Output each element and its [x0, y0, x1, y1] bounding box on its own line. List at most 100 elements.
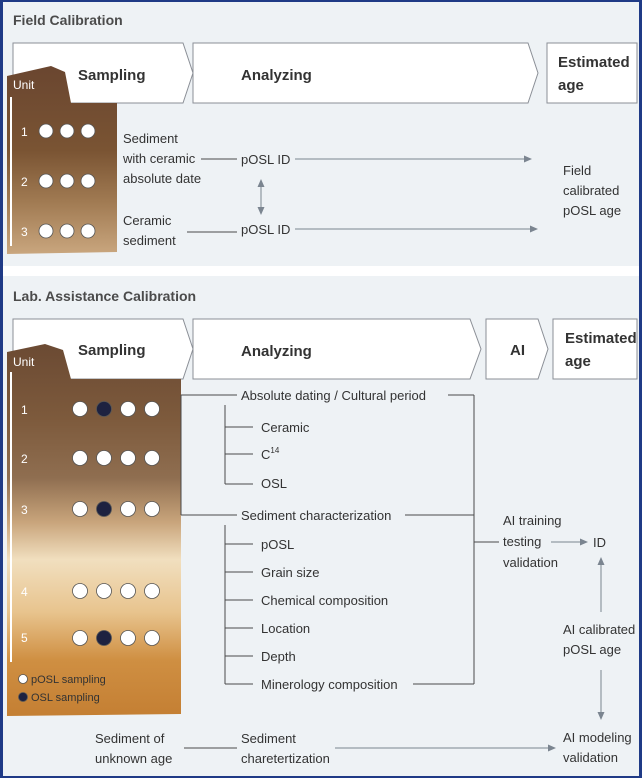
field-soil-column: [7, 66, 117, 254]
field-posl-id-1: pOSL ID: [241, 152, 290, 167]
sediment-item-depth: Depth: [261, 649, 296, 664]
field-sample1-line1: Sediment: [123, 131, 178, 146]
ai-calibrated-line1: AI calibrated: [563, 622, 635, 637]
posl-dot: [59, 123, 75, 139]
lab-soil-column: [7, 344, 181, 716]
diagram-canvas: Field Calibration Sampling Analyzing Est…: [7, 12, 638, 766]
posl-dot: [96, 583, 112, 599]
posl-dot: [144, 583, 160, 599]
analysis-tree: [180, 394, 499, 685]
posl-dot: [96, 450, 112, 466]
field-unit-3: 3: [21, 225, 28, 239]
ai-calibrated-line2: pOSL age: [563, 642, 621, 657]
sediment-item-posl: pOSL: [261, 537, 294, 552]
field-sample1-line2: with ceramic: [122, 151, 196, 166]
field-sample2-line1: Ceramic: [123, 213, 172, 228]
field-title: Field Calibration: [13, 12, 123, 28]
legend-osl-label: OSL sampling: [31, 692, 100, 704]
field-estimated-line2: age: [558, 77, 584, 94]
posl-dot: [72, 450, 88, 466]
posl-dot: [120, 450, 136, 466]
field-result-line1: Field: [563, 163, 591, 178]
legend-posl-label: pOSL sampling: [31, 674, 106, 686]
field-unit-1: 1: [21, 125, 28, 139]
lab-unit-1: 1: [21, 403, 28, 417]
sediment-charet-line1: Sediment: [241, 731, 296, 746]
ai-training-line3: validation: [503, 555, 558, 570]
sediment-item-minerology: Minerology composition: [261, 677, 398, 692]
field-sampling-label: Sampling: [78, 67, 146, 84]
ai-training-line2: testing: [503, 534, 541, 549]
posl-dot: [144, 450, 160, 466]
ai-modeling-line2: validation: [563, 750, 618, 765]
c14-sup: 14: [270, 446, 279, 455]
posl-dot: [80, 223, 96, 239]
field-estimated-line1: Estimated: [558, 54, 630, 71]
absolute-dating-header: Absolute dating / Cultural period: [241, 388, 426, 403]
sediment-charet-line2: charetertization: [241, 751, 330, 766]
posl-dot: [59, 223, 75, 239]
lab-unit-2: 2: [21, 452, 28, 466]
posl-dot: [38, 173, 54, 189]
absolute-item-c14: C14: [261, 446, 280, 462]
lab-estimated-line1: Estimated: [565, 330, 637, 347]
field-unit-2: 2: [21, 175, 28, 189]
sediment-char-header: Sediment characterization: [241, 508, 391, 523]
lab-legend: pOSL sampling OSL sampling: [18, 674, 106, 704]
lab-unit-label: Unit: [13, 355, 35, 369]
field-sample2-line2: sediment: [123, 233, 176, 248]
posl-dot: [72, 583, 88, 599]
osl-dot: [96, 401, 112, 417]
absolute-item-osl: OSL: [261, 476, 287, 491]
sediment-item-location: Location: [261, 621, 310, 636]
posl-dot: [144, 501, 160, 517]
legend-osl-dot: [18, 692, 28, 702]
absolute-item-ceramic: Ceramic: [261, 420, 310, 435]
posl-dot: [120, 630, 136, 646]
posl-dot: [80, 173, 96, 189]
posl-dot: [72, 401, 88, 417]
lab-title: Lab. Assistance Calibration: [13, 288, 196, 304]
posl-dot: [72, 630, 88, 646]
posl-dot: [72, 501, 88, 517]
osl-dot: [96, 501, 112, 517]
field-analyzing-chevron: [192, 42, 539, 104]
field-sample1-line3: absolute date: [123, 171, 201, 186]
osl-dot: [96, 630, 112, 646]
ai-training-line1: AI training: [503, 513, 562, 528]
ai-modeling-line1: AI modeling: [563, 730, 632, 745]
posl-dot: [120, 401, 136, 417]
unknown-sediment-line2: unknown age: [95, 751, 172, 766]
field-analyzing-label: Analyzing: [241, 67, 312, 84]
lab-unit-4: 4: [21, 585, 28, 599]
lab-sample-dots: [72, 401, 160, 646]
posl-dot: [144, 401, 160, 417]
field-unit-label: Unit: [13, 78, 35, 92]
field-result-line2: calibrated: [563, 183, 619, 198]
field-posl-id-2: pOSL ID: [241, 222, 290, 237]
lab-analyzing-chevron: [192, 318, 482, 380]
lab-unit-5: 5: [21, 631, 28, 645]
posl-dot: [120, 501, 136, 517]
lab-ai-label: AI: [510, 342, 525, 359]
field-result-line3: pOSL age: [563, 203, 621, 218]
posl-dot: [59, 173, 75, 189]
lab-estimated-line2: age: [565, 353, 591, 370]
posl-dot: [38, 123, 54, 139]
id-label: ID: [593, 535, 606, 550]
field-sample-dots: [38, 123, 96, 239]
unknown-sediment-line1: Sediment of: [95, 731, 165, 746]
posl-dot: [144, 630, 160, 646]
field-estimated-box: [546, 42, 638, 104]
lab-unit-3: 3: [21, 503, 28, 517]
posl-dot: [80, 123, 96, 139]
lab-ai-chevron: [485, 318, 549, 380]
lab-sampling-label: Sampling: [78, 342, 146, 359]
sediment-item-grain: Grain size: [261, 565, 320, 580]
posl-dot: [120, 583, 136, 599]
lab-estimated-box: [552, 318, 638, 380]
c14-base: C: [261, 447, 270, 462]
legend-posl-dot: [18, 674, 28, 684]
figure-frame: Field Calibration Sampling Analyzing Est…: [3, 2, 639, 776]
posl-dot: [38, 223, 54, 239]
